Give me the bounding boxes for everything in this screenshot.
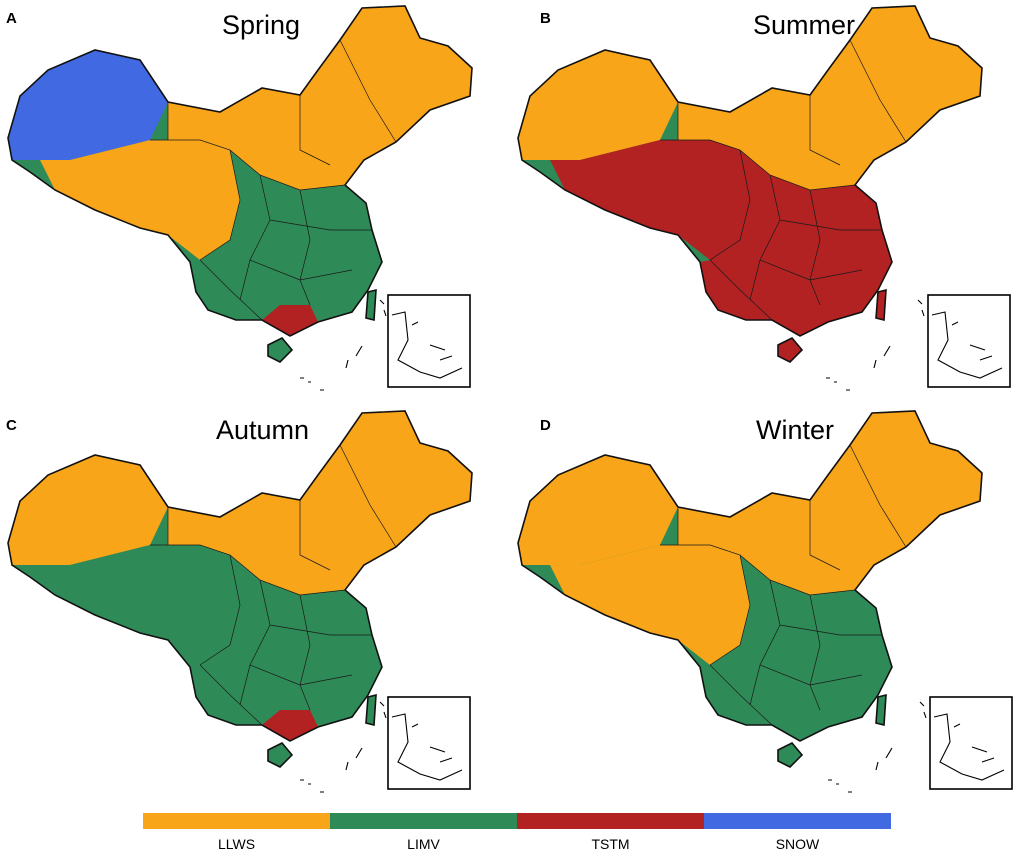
national-border bbox=[7, 410, 473, 742]
panel-title: Autumn bbox=[216, 415, 310, 445]
legend-swatch-llws bbox=[143, 813, 330, 829]
legend-label-limv: LIMV bbox=[407, 836, 440, 852]
category-legend: LLWS LIMV TSTM SNOW bbox=[143, 813, 891, 852]
province-lines bbox=[660, 39, 907, 321]
panel-title: Winter bbox=[756, 415, 835, 445]
national-border bbox=[517, 5, 983, 337]
china-map-spring bbox=[7, 5, 473, 391]
taiwan-outline bbox=[365, 288, 377, 322]
province-lines bbox=[660, 444, 907, 726]
hainan-outline bbox=[267, 337, 294, 363]
map-panel-autumn: C Autumn bbox=[0, 405, 510, 810]
inset-coastline bbox=[933, 713, 1005, 781]
legend-label-snow: SNOW bbox=[775, 836, 820, 852]
zone-northwest bbox=[8, 50, 168, 160]
province-lines bbox=[150, 444, 397, 726]
inset-coastline bbox=[391, 713, 463, 781]
taiwan-outline bbox=[365, 693, 377, 727]
panel-letter: D bbox=[540, 417, 551, 434]
zone-taiwan bbox=[876, 290, 886, 320]
zone-northwest bbox=[518, 455, 678, 565]
zone-plateau bbox=[550, 140, 750, 260]
zone-north bbox=[678, 6, 982, 190]
zone-plateau bbox=[550, 545, 750, 665]
taiwan-outline bbox=[875, 693, 887, 727]
hainan-outline bbox=[777, 337, 804, 363]
island-dots bbox=[300, 701, 387, 793]
hainan-outline bbox=[267, 742, 294, 768]
island-dots bbox=[826, 299, 925, 391]
map-panel-summer: B Summer bbox=[510, 0, 1020, 405]
zone-plateau bbox=[40, 545, 240, 665]
map-panel-spring: A Spring bbox=[0, 0, 510, 405]
legend-swatch-limv bbox=[330, 813, 517, 829]
inset-coastline bbox=[391, 311, 463, 379]
province-lines bbox=[150, 39, 397, 321]
taiwan-outline bbox=[875, 288, 887, 322]
zone-south bbox=[700, 150, 892, 336]
zone-plateau bbox=[40, 140, 240, 260]
south-china-sea-inset bbox=[387, 294, 471, 388]
island-dots bbox=[828, 701, 927, 793]
panel-letter: C bbox=[6, 417, 17, 434]
south-china-sea-inset bbox=[387, 696, 471, 790]
legend-swatch-tstm bbox=[517, 813, 704, 829]
zone-south bbox=[700, 555, 892, 741]
zone-south bbox=[190, 555, 382, 741]
national-border bbox=[517, 410, 983, 742]
zone-north bbox=[168, 411, 472, 595]
panel-title: Summer bbox=[753, 10, 856, 40]
china-map-winter bbox=[517, 410, 1013, 793]
zone-north bbox=[678, 411, 982, 595]
china-map-autumn bbox=[7, 410, 473, 793]
zone-south bbox=[190, 150, 382, 336]
inset-coastline bbox=[931, 311, 1003, 379]
national-border bbox=[7, 5, 473, 337]
zone-northwest bbox=[8, 455, 168, 565]
legend-label-llws: LLWS bbox=[217, 836, 256, 852]
hainan-outline bbox=[777, 742, 804, 768]
panel-letter: A bbox=[6, 10, 17, 27]
map-panel-winter: D Winter bbox=[510, 405, 1020, 810]
zone-taiwan bbox=[366, 695, 376, 725]
legend-swatch-snow bbox=[704, 813, 891, 829]
legend-label-tstm: TSTM bbox=[591, 836, 630, 852]
panel-title: Spring bbox=[222, 10, 301, 40]
south-china-sea-inset bbox=[927, 294, 1011, 388]
zone-taiwan bbox=[366, 290, 376, 320]
zone-taiwan bbox=[876, 695, 886, 725]
zone-northwest bbox=[518, 50, 678, 160]
island-dots bbox=[300, 299, 387, 391]
south-china-sea-inset bbox=[929, 696, 1013, 790]
zone-north bbox=[168, 6, 472, 190]
china-map-summer bbox=[517, 5, 1011, 391]
panel-letter: B bbox=[540, 10, 551, 27]
